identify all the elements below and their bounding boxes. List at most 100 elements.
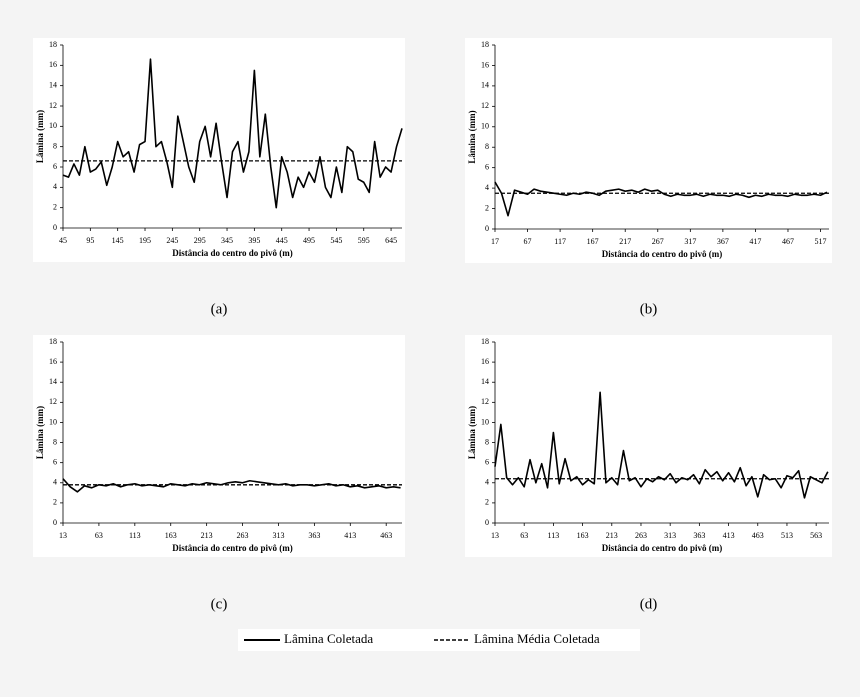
y-tick-label: 16 xyxy=(481,357,489,366)
y-axis-label: Lâmina (mm) xyxy=(467,110,477,163)
y-tick-label: 6 xyxy=(53,162,57,171)
x-tick-label: 95 xyxy=(86,236,94,245)
y-tick-label: 14 xyxy=(49,377,57,386)
x-tick-label: 495 xyxy=(303,236,315,245)
y-tick-label: 14 xyxy=(481,81,489,90)
x-tick-label: 245 xyxy=(166,236,178,245)
y-tick-label: 14 xyxy=(481,377,489,386)
x-tick-label: 367 xyxy=(717,237,729,246)
caption: (d) xyxy=(640,596,658,612)
y-tick-label: 8 xyxy=(485,437,489,446)
x-tick-label: 263 xyxy=(635,531,647,540)
y-tick-label: 18 xyxy=(49,337,57,346)
x-tick-label: 117 xyxy=(554,237,566,246)
y-tick-label: 4 xyxy=(53,182,57,191)
chart-panel xyxy=(33,38,405,262)
caption: (c) xyxy=(211,596,228,612)
y-tick-label: 2 xyxy=(53,498,57,507)
data-line xyxy=(62,58,403,209)
y-tick-label: 10 xyxy=(49,417,57,426)
y-tick-label: 14 xyxy=(49,80,57,89)
x-axis-label: Distância do centro do pivô (m) xyxy=(602,543,723,553)
x-tick-label: 417 xyxy=(749,237,761,246)
x-axis-label: Distância do centro do pivô (m) xyxy=(172,543,293,553)
x-tick-label: 645 xyxy=(385,236,397,245)
x-tick-label: 595 xyxy=(358,236,370,245)
y-tick-label: 2 xyxy=(485,498,489,507)
x-tick-label: 13 xyxy=(491,531,499,540)
x-tick-label: 413 xyxy=(344,531,356,540)
y-axis-label: Lâmina (mm) xyxy=(467,406,477,459)
y-tick-label: 16 xyxy=(49,357,57,366)
x-tick-label: 263 xyxy=(237,531,249,540)
x-tick-label: 13 xyxy=(59,531,67,540)
x-tick-label: 395 xyxy=(248,236,260,245)
chart-panel xyxy=(465,38,832,263)
data-line xyxy=(62,478,401,493)
y-tick-label: 18 xyxy=(49,40,57,49)
x-tick-label: 545 xyxy=(330,236,342,245)
x-tick-label: 163 xyxy=(577,531,589,540)
x-tick-label: 363 xyxy=(693,531,705,540)
y-tick-label: 8 xyxy=(53,437,57,446)
x-tick-label: 345 xyxy=(221,236,233,245)
x-tick-label: 267 xyxy=(652,237,664,246)
y-tick-label: 4 xyxy=(485,183,489,192)
x-tick-label: 295 xyxy=(194,236,206,245)
y-tick-label: 6 xyxy=(485,457,489,466)
chart-panel xyxy=(465,335,832,557)
x-axis-label: Distância do centro do pivô (m) xyxy=(602,249,723,259)
y-tick-label: 16 xyxy=(481,60,489,69)
legend-box xyxy=(238,629,640,651)
chart-panel xyxy=(33,335,405,557)
y-tick-label: 8 xyxy=(53,141,57,150)
y-tick-label: 6 xyxy=(485,162,489,171)
y-tick-label: 0 xyxy=(53,518,57,527)
x-tick-label: 63 xyxy=(520,531,528,540)
x-tick-label: 67 xyxy=(524,237,532,246)
x-tick-label: 445 xyxy=(276,236,288,245)
y-tick-label: 12 xyxy=(49,101,57,110)
x-tick-label: 313 xyxy=(272,531,284,540)
caption: (b) xyxy=(640,301,658,317)
x-tick-label: 463 xyxy=(752,531,764,540)
x-tick-label: 113 xyxy=(548,531,560,540)
x-tick-label: 45 xyxy=(59,236,67,245)
y-axis-label: Lâmina (mm) xyxy=(35,110,45,163)
y-tick-label: 18 xyxy=(481,40,489,49)
x-tick-label: 17 xyxy=(491,237,499,246)
x-tick-label: 313 xyxy=(664,531,676,540)
y-tick-label: 12 xyxy=(481,101,489,110)
x-tick-label: 467 xyxy=(782,237,794,246)
x-tick-label: 167 xyxy=(587,237,599,246)
y-tick-label: 0 xyxy=(53,223,57,232)
caption: (a) xyxy=(211,301,228,317)
legend-label: Lâmina Média Coletada xyxy=(474,631,600,646)
y-tick-label: 10 xyxy=(481,122,489,131)
x-tick-label: 145 xyxy=(112,236,124,245)
x-tick-label: 413 xyxy=(723,531,735,540)
x-tick-label: 217 xyxy=(619,237,631,246)
y-tick-label: 6 xyxy=(53,457,57,466)
x-tick-label: 363 xyxy=(308,531,320,540)
x-tick-label: 463 xyxy=(380,531,392,540)
y-tick-label: 18 xyxy=(481,337,489,346)
y-tick-label: 12 xyxy=(481,397,489,406)
x-tick-label: 513 xyxy=(781,531,793,540)
x-tick-label: 517 xyxy=(815,237,827,246)
y-tick-label: 16 xyxy=(49,60,57,69)
x-tick-label: 63 xyxy=(95,531,103,540)
x-tick-label: 195 xyxy=(139,236,151,245)
y-tick-label: 10 xyxy=(481,417,489,426)
y-tick-label: 12 xyxy=(49,397,57,406)
x-tick-label: 163 xyxy=(165,531,177,540)
y-axis-label: Lâmina (mm) xyxy=(35,406,45,459)
y-tick-label: 2 xyxy=(485,203,489,212)
x-tick-label: 213 xyxy=(201,531,213,540)
x-tick-label: 213 xyxy=(606,531,618,540)
x-tick-label: 113 xyxy=(129,531,141,540)
x-tick-label: 563 xyxy=(810,531,822,540)
x-axis-label: Distância do centro do pivô (m) xyxy=(172,248,293,258)
y-tick-label: 4 xyxy=(485,478,489,487)
